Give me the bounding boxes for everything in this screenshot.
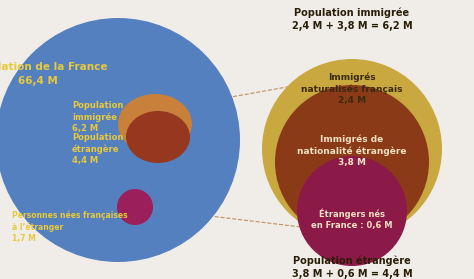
Text: Personnes nées françaises
à l’étranger
1,7 M: Personnes nées françaises à l’étranger 1…: [12, 211, 128, 243]
Text: Population immigrée
2,4 M + 3,8 M = 6,2 M: Population immigrée 2,4 M + 3,8 M = 6,2 …: [292, 7, 412, 31]
Text: Étrangers nés
en France : 0,6 M: Étrangers nés en France : 0,6 M: [311, 208, 393, 230]
Text: Population de la France
66,4 M: Population de la France 66,4 M: [0, 62, 108, 86]
Text: Population
immigrée
6,2 M: Population immigrée 6,2 M: [72, 101, 123, 133]
Text: Immigrés
naturalisés français
2,4 M: Immigrés naturalisés français 2,4 M: [301, 73, 403, 105]
Circle shape: [0, 18, 240, 262]
Circle shape: [117, 189, 153, 225]
Text: Population
étrangère
4,4 M: Population étrangère 4,4 M: [72, 133, 123, 165]
Circle shape: [297, 156, 407, 266]
Ellipse shape: [126, 111, 190, 163]
Text: Population étrangère
3,8 M + 0,6 M = 4,4 M: Population étrangère 3,8 M + 0,6 M = 4,4…: [292, 255, 412, 279]
Ellipse shape: [118, 94, 192, 154]
Circle shape: [275, 85, 429, 239]
Circle shape: [262, 59, 442, 239]
Text: Immigrés de
nationalité étrangère
3,8 M: Immigrés de nationalité étrangère 3,8 M: [297, 135, 407, 167]
